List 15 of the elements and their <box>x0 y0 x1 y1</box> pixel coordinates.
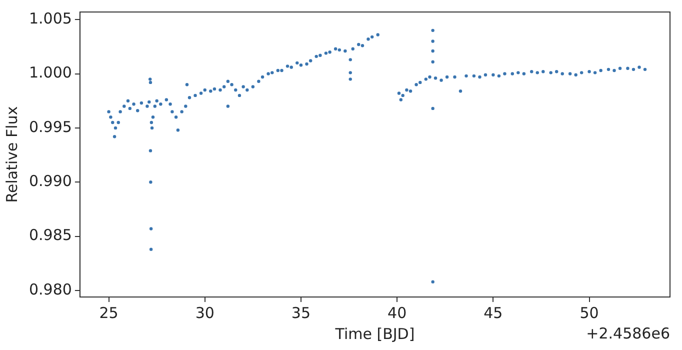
x-tick-label: 45 <box>484 304 503 322</box>
x-tick-label: 35 <box>291 304 311 322</box>
x-tick-label: 50 <box>580 304 599 322</box>
y-tick-label: 0.985 <box>28 226 72 244</box>
x-tick-label: 25 <box>99 304 118 322</box>
y-tick-label: 0.995 <box>28 118 72 136</box>
y-tick-label: 0.990 <box>28 172 72 190</box>
x-tick-label: 30 <box>195 304 214 322</box>
x-tick-label: 40 <box>388 304 407 322</box>
y-tick-label: 1.005 <box>28 9 72 28</box>
y-axis-title: Relative Flux <box>2 106 21 203</box>
y-tick-label: 0.980 <box>28 280 72 298</box>
text: +2.4586e6 <box>586 324 670 342</box>
x-axis-title: Time [BJD] <box>334 324 415 343</box>
y-tick-label: 1.000 <box>28 64 72 82</box>
